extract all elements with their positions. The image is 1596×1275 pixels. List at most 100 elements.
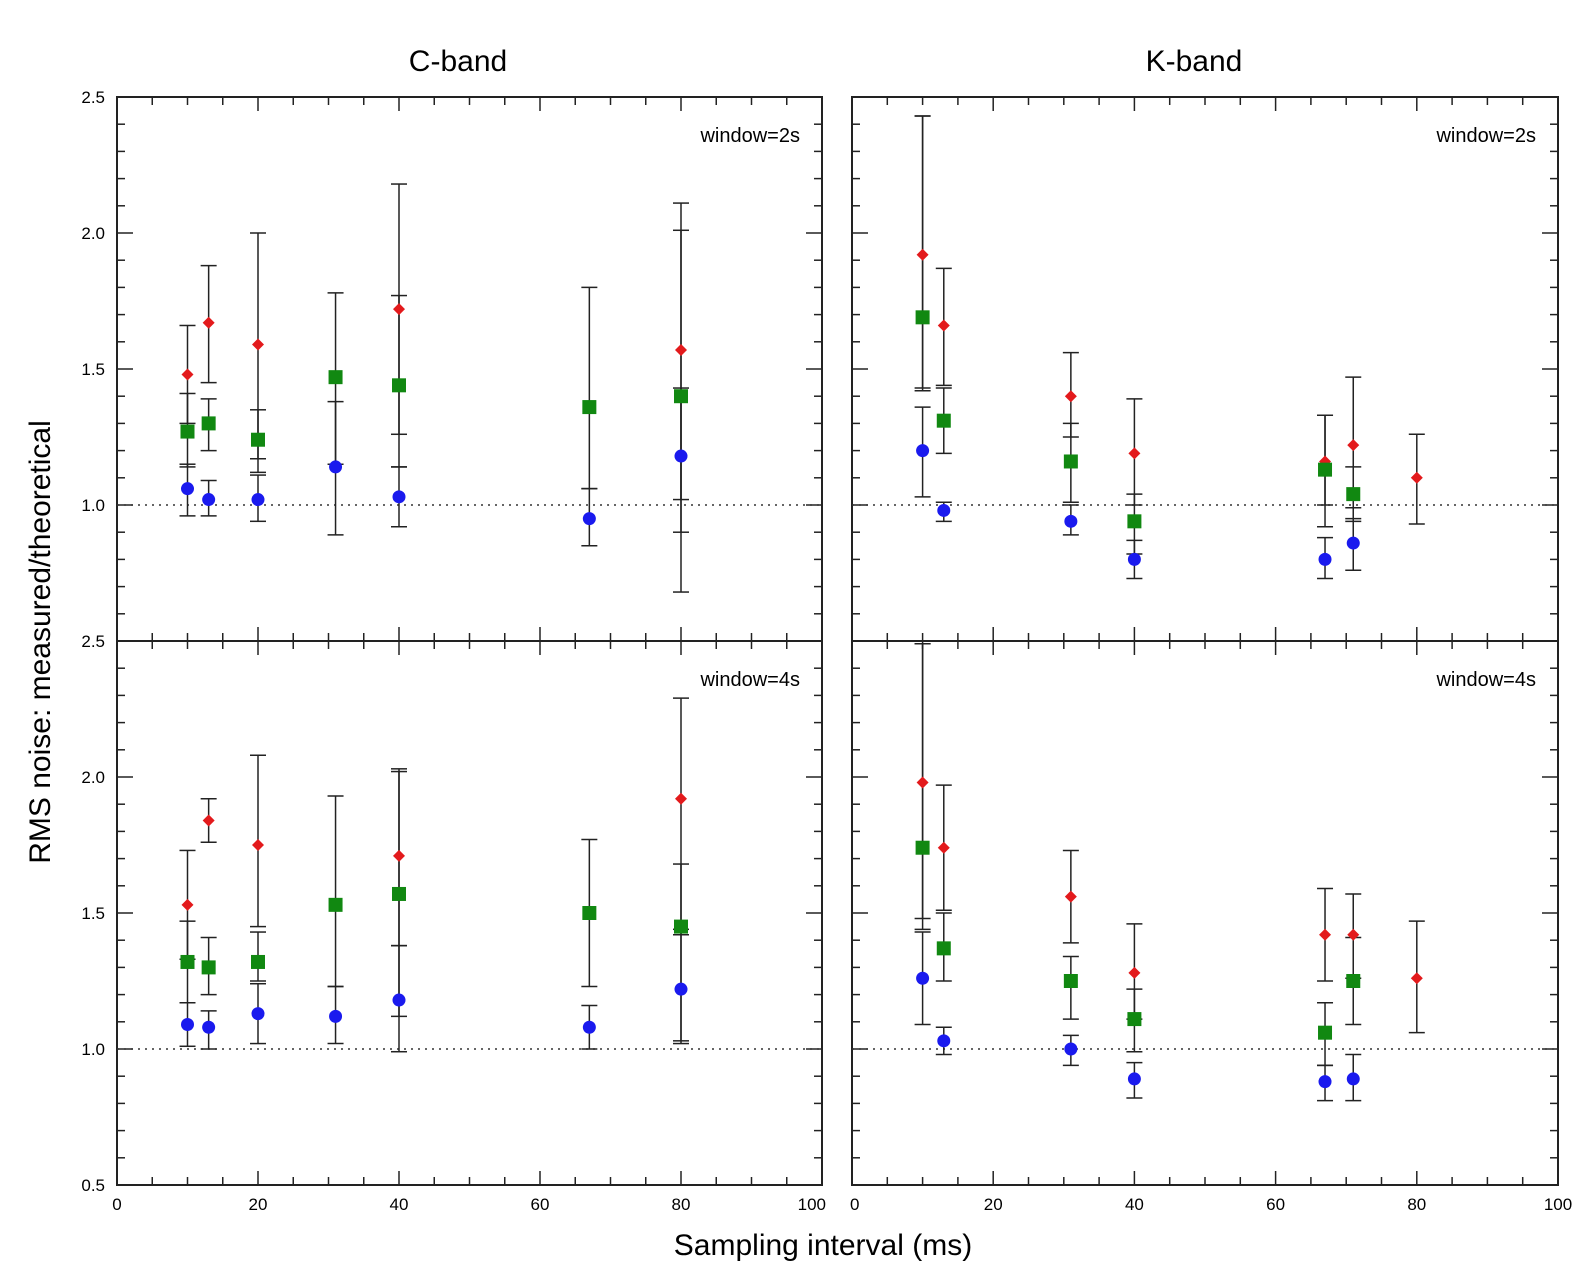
data-point-blue-circle bbox=[329, 460, 343, 474]
x-tick-label: 40 bbox=[390, 1195, 409, 1214]
data-point-blue-circle bbox=[392, 993, 406, 1007]
x-tick-label: 20 bbox=[249, 1195, 268, 1214]
column-title-k-band: K-band bbox=[1146, 45, 1243, 78]
panel-k-band-window-4s: 0 20 40 60 80 100 window=4s bbox=[850, 640, 1572, 1214]
x-tick-label: 100 bbox=[798, 1195, 826, 1214]
data-point-green-square bbox=[1318, 1025, 1333, 1040]
window-annotation: window=2s bbox=[699, 125, 800, 147]
x-tick-label: 80 bbox=[672, 1195, 691, 1214]
data-point-blue-circle bbox=[1064, 514, 1078, 528]
data-point-blue-circle bbox=[937, 1034, 951, 1048]
data-point-red-diamond bbox=[675, 792, 687, 805]
data-point-blue-circle bbox=[251, 1007, 265, 1021]
data-point-green-square bbox=[201, 416, 216, 431]
data-point-blue-circle bbox=[1127, 1072, 1141, 1086]
data-point-green-square bbox=[180, 424, 195, 439]
data-point-blue-circle bbox=[582, 512, 596, 526]
y-tick-label: 1.0 bbox=[81, 1040, 105, 1059]
data-point-red-diamond bbox=[202, 814, 215, 827]
data-point-green-square bbox=[915, 310, 930, 325]
column-title-c-band: C-band bbox=[409, 45, 507, 78]
data-point-blue-circle bbox=[202, 1020, 216, 1034]
data-point-blue-circle bbox=[181, 482, 194, 496]
data-point-green-square bbox=[1127, 514, 1142, 529]
plot-frame bbox=[851, 640, 1559, 1186]
x-tick-label: 20 bbox=[984, 1195, 1003, 1214]
data-point-green-square bbox=[674, 389, 688, 404]
data-point-blue-circle bbox=[582, 1020, 596, 1034]
data-point-green-square bbox=[936, 413, 951, 428]
data-point-red-diamond bbox=[937, 841, 950, 854]
data-point-green-square bbox=[582, 906, 597, 920]
x-tick-label: 40 bbox=[1125, 1195, 1144, 1214]
data-point-green-square bbox=[180, 954, 195, 969]
data-point-green-square bbox=[936, 941, 951, 956]
data-point-blue-circle bbox=[1346, 536, 1360, 550]
data-point-red-diamond bbox=[916, 776, 929, 789]
data-point-green-square bbox=[582, 400, 597, 415]
data-point-red-diamond bbox=[1410, 471, 1423, 484]
data-point-blue-circle bbox=[1318, 1075, 1332, 1089]
data-point-green-square bbox=[251, 954, 265, 969]
window-annotation: window=4s bbox=[1435, 669, 1536, 691]
data-point-red-diamond bbox=[1064, 390, 1077, 403]
data-point-blue-circle bbox=[181, 1018, 194, 1032]
plot-frame bbox=[116, 96, 823, 642]
x-tick-label: 0 bbox=[850, 1195, 859, 1214]
data-point-red-diamond bbox=[1064, 890, 1077, 903]
data-point-blue-circle bbox=[937, 503, 951, 517]
data-point-green-square bbox=[674, 919, 688, 934]
data-point-green-square bbox=[392, 378, 406, 393]
data-point-red-diamond bbox=[916, 248, 929, 261]
data-point-red-diamond bbox=[181, 898, 194, 911]
y-tick-label: 1.5 bbox=[81, 360, 105, 379]
data-point-green-square bbox=[1346, 487, 1361, 502]
data-point-green-square bbox=[328, 897, 343, 912]
x-axis-label: Sampling interval (ms) bbox=[674, 1229, 972, 1262]
y-tick-label: 2.0 bbox=[81, 768, 105, 787]
y-tick-label: 1.0 bbox=[81, 496, 105, 515]
data-point-green-square bbox=[201, 960, 216, 975]
y-tick-label: 2.5 bbox=[81, 88, 105, 107]
data-point-red-diamond bbox=[937, 319, 950, 332]
data-point-green-square bbox=[915, 840, 930, 855]
data-point-green-square bbox=[1318, 462, 1333, 477]
x-tick-label: 0 bbox=[112, 1195, 121, 1214]
data-point-blue-circle bbox=[1127, 552, 1141, 566]
y-tick-label: 0.5 bbox=[81, 1176, 105, 1195]
data-point-blue-circle bbox=[1064, 1042, 1078, 1056]
data-point-blue-circle bbox=[674, 449, 688, 463]
data-point-red-diamond bbox=[675, 343, 687, 356]
data-point-red-diamond bbox=[252, 839, 264, 851]
plot-frame bbox=[116, 640, 823, 1186]
window-annotation: window=2s bbox=[1435, 125, 1536, 147]
panel-k-band-window-2s: window=2s bbox=[851, 96, 1559, 642]
data-point-blue-circle bbox=[916, 444, 930, 458]
data-point-red-diamond bbox=[1347, 928, 1360, 941]
x-tick-label: 80 bbox=[1407, 1195, 1426, 1214]
panel-c-band-window-4s: 0.5 1.0 1.5 2.0 2.5 0 20 40 60 80 100 window=4s bbox=[81, 632, 826, 1214]
data-point-red-diamond bbox=[393, 849, 405, 862]
data-point-blue-circle bbox=[674, 982, 688, 996]
x-tick-label: 60 bbox=[1266, 1195, 1285, 1214]
plot-frame bbox=[851, 96, 1559, 642]
y-tick-label: 2.0 bbox=[81, 224, 105, 243]
y-axis-label: RMS noise: measured/theoretical bbox=[24, 420, 57, 864]
y-tick-label: 2.5 bbox=[81, 632, 105, 651]
data-point-blue-circle bbox=[1346, 1072, 1360, 1086]
data-point-red-diamond bbox=[1319, 928, 1332, 941]
data-point-blue-circle bbox=[916, 971, 930, 985]
panel-c-band-window-2s: 1.0 1.5 2.0 2.5 window=2s bbox=[81, 88, 823, 642]
x-tick-label: 60 bbox=[531, 1195, 550, 1214]
data-point-red-diamond bbox=[1347, 439, 1360, 452]
data-point-red-diamond bbox=[252, 338, 264, 351]
x-tick-label: 100 bbox=[1544, 1195, 1572, 1214]
panels: 1.0 1.5 2.0 2.5 window=2s window=2s 0.5 1.0 1.5 2… bbox=[81, 88, 1572, 1214]
data-point-red-diamond bbox=[393, 303, 405, 316]
data-point-green-square bbox=[1127, 1012, 1142, 1027]
data-point-blue-circle bbox=[251, 493, 265, 507]
data-point-green-square bbox=[251, 432, 265, 447]
data-point-green-square bbox=[392, 886, 406, 901]
data-point-blue-circle bbox=[1318, 552, 1332, 566]
